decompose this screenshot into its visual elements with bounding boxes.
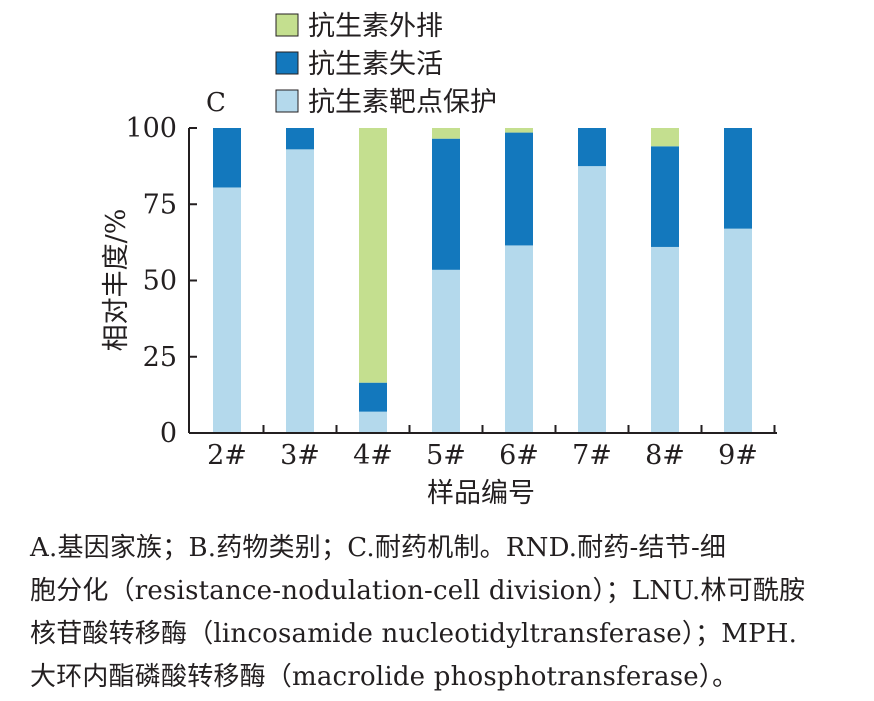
- bar-segment-1: [578, 166, 606, 433]
- x-tick-label: 8#: [645, 440, 685, 471]
- legend-label: 抗生素外排: [308, 11, 443, 42]
- bar-segment-2: [724, 128, 752, 229]
- caption-line: A.基因家族；B.药物类别；C.耐药机制。RND.耐药-结节-细: [30, 533, 727, 563]
- legend-swatch: [275, 51, 299, 75]
- caption-line: 核苷酸转移酶（lincosamide nucleotidyltransferas…: [30, 619, 798, 649]
- legend-swatch: [275, 13, 299, 37]
- bar-segment-2: [213, 128, 241, 188]
- bars-group: [213, 128, 752, 433]
- bar-segment-2: [578, 128, 606, 167]
- bar-segment-3: [359, 128, 387, 383]
- x-axis-title: 样品编号: [427, 478, 535, 509]
- axes-group: 0 25 50 75 100 2# 3# 4# 5# 6# 7# 8# 9#: [125, 113, 777, 471]
- figure-caption: A.基因家族；B.药物类别；C.耐药机制。RND.耐药-结节-细 胞分化（res…: [30, 527, 860, 699]
- caption-line: 胞分化（resistance-nodulation-cell division）…: [30, 576, 806, 606]
- x-tick-label: 2#: [207, 440, 247, 471]
- bar-segment-1: [286, 149, 314, 433]
- legend-label: 抗生素失活: [308, 49, 443, 80]
- bar-segment-2: [505, 132, 533, 246]
- y-tick-label: 25: [143, 342, 177, 373]
- y-axis-title: 相对丰度/%: [101, 209, 132, 352]
- y-tick-label: 0: [160, 418, 177, 449]
- caption-line: 大环内酯磷酸转移酶（macrolide phosphotransferase）。: [30, 662, 739, 692]
- legend-swatch: [275, 89, 299, 113]
- bar-segment-2: [651, 146, 679, 247]
- bar-segment-3: [651, 128, 679, 147]
- bar-segment-1: [505, 245, 533, 433]
- bar-segment-1: [651, 246, 679, 433]
- x-tick-label: 4#: [353, 440, 393, 471]
- bar-segment-2: [286, 128, 314, 150]
- bar-segment-1: [359, 411, 387, 433]
- y-tick-label: 50: [143, 266, 177, 297]
- x-tick-label: 3#: [280, 440, 320, 471]
- y-tick-label: 75: [143, 189, 177, 220]
- bar-segment-1: [432, 269, 460, 433]
- y-tick-label: 100: [125, 113, 177, 144]
- panel-label: C: [206, 88, 226, 118]
- legend-label: 抗生素靶点保护: [308, 87, 497, 118]
- x-tick-label: 6#: [499, 440, 539, 471]
- x-tick-label: 7#: [572, 440, 612, 471]
- bar-segment-3: [432, 128, 460, 139]
- x-tick-label: 9#: [718, 440, 758, 471]
- bar-segment-2: [432, 138, 460, 270]
- x-tick-label: 5#: [426, 440, 466, 471]
- bar-segment-1: [724, 228, 752, 433]
- bar-segment-1: [213, 187, 241, 433]
- bar-segment-3: [505, 128, 533, 133]
- bar-segment-2: [359, 382, 387, 412]
